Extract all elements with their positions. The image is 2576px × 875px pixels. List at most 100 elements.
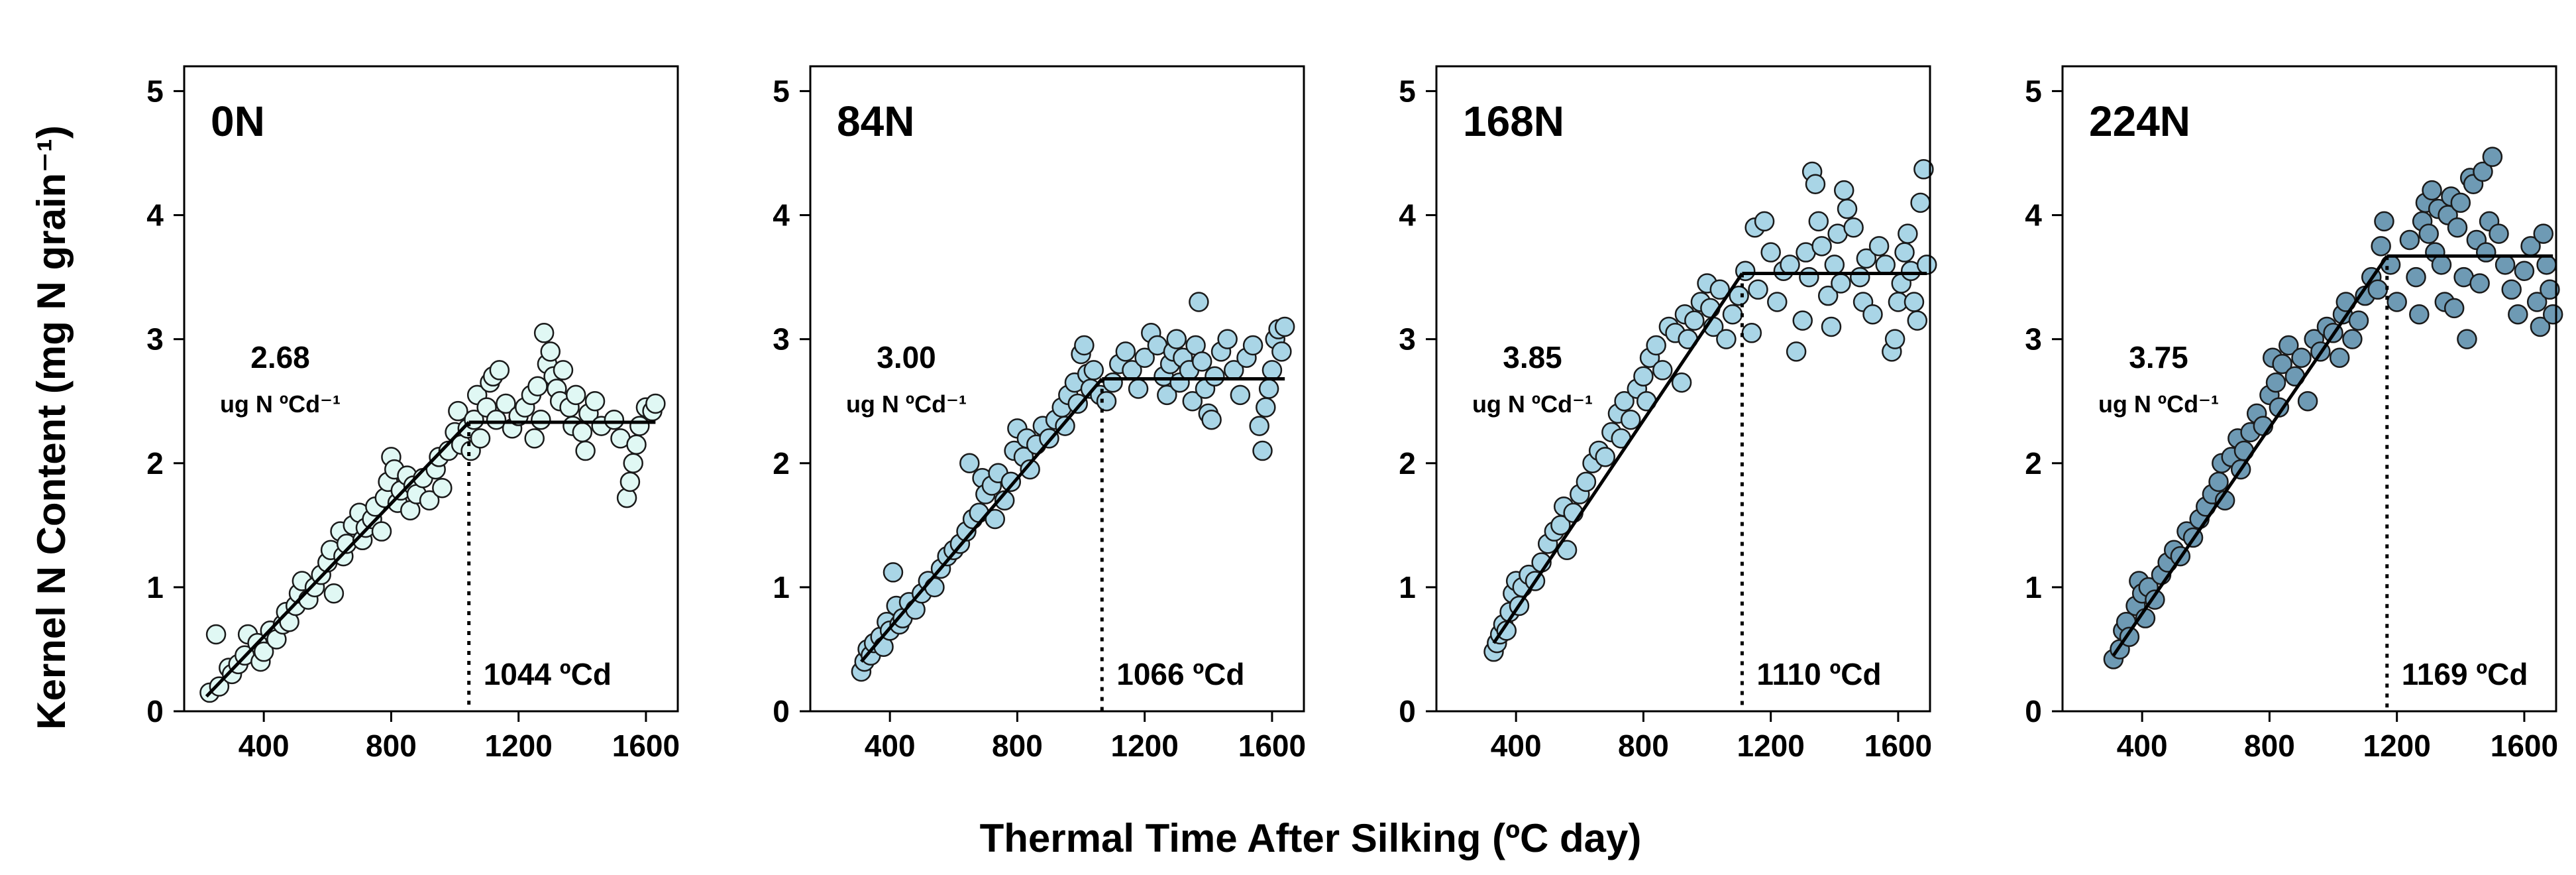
data-point bbox=[1595, 447, 1615, 467]
data-point bbox=[432, 477, 453, 498]
chart-panel-0: 0 1 2 3 4 5 400 800 1200 1600 0N 2.68 ug N ºCd⁻¹ 1044… bbox=[146, 65, 680, 763]
data-point bbox=[1760, 242, 1781, 262]
data-point bbox=[616, 487, 637, 508]
rate-unit: ug N ºCd⁻¹ bbox=[220, 390, 341, 418]
panel-title: 224N bbox=[2089, 97, 2190, 145]
data-point bbox=[572, 422, 593, 443]
rate-value: 3.75 bbox=[2129, 340, 2188, 375]
data-point bbox=[1191, 351, 1212, 372]
data-point bbox=[1576, 471, 1597, 493]
fit-line-rising bbox=[1492, 272, 1744, 644]
rate-value: 3.00 bbox=[877, 340, 936, 375]
x-tick-label: 800 bbox=[2244, 729, 2295, 763]
data-point bbox=[2447, 217, 2468, 238]
data-point bbox=[1166, 329, 1187, 349]
data-point bbox=[1271, 341, 1292, 362]
data-point bbox=[604, 410, 625, 430]
panel-title: 0N bbox=[211, 97, 265, 145]
plot-frame bbox=[809, 65, 1305, 713]
data-point bbox=[1249, 416, 1269, 436]
data-point bbox=[2473, 161, 2493, 182]
data-point bbox=[1205, 366, 1225, 387]
data-point bbox=[1837, 198, 1858, 219]
data-point bbox=[2265, 372, 2286, 393]
data-point bbox=[1884, 329, 1905, 349]
data-point bbox=[1128, 379, 1149, 399]
plot-frame bbox=[183, 65, 679, 713]
x-tick-label: 1200 bbox=[2363, 729, 2431, 763]
data-point bbox=[553, 360, 574, 380]
data-point bbox=[323, 583, 345, 604]
data-point bbox=[619, 471, 641, 493]
data-point bbox=[1709, 279, 1731, 300]
data-point bbox=[1910, 192, 1931, 213]
data-point bbox=[2374, 211, 2394, 232]
data-point bbox=[1115, 341, 1136, 362]
data-point bbox=[2371, 236, 2391, 257]
x-tick-label: 1600 bbox=[2491, 729, 2558, 763]
data-point bbox=[1792, 310, 1813, 331]
data-point bbox=[1907, 310, 1928, 331]
data-point bbox=[2422, 180, 2442, 201]
data-point bbox=[419, 490, 440, 511]
data-point bbox=[2297, 390, 2318, 412]
data-point bbox=[1274, 316, 1295, 337]
data-point bbox=[527, 376, 548, 397]
x-tick-label: 1600 bbox=[1238, 729, 1306, 763]
chart-panel-2: 0 1 2 3 4 5 400 800 1200 1600 168N 3.85 ug N ºCd⁻¹ 11… bbox=[1399, 65, 1937, 763]
y-tick-label: 4 bbox=[146, 198, 164, 233]
data-point bbox=[1786, 341, 1807, 362]
data-point bbox=[2489, 223, 2509, 244]
x-tick-label: 1600 bbox=[612, 729, 680, 763]
data-point bbox=[1916, 255, 1937, 275]
data-point bbox=[1894, 242, 1915, 262]
data-point bbox=[1217, 329, 1238, 349]
data-point bbox=[2530, 316, 2551, 337]
data-point bbox=[2291, 347, 2312, 368]
y-tick-label: 5 bbox=[146, 74, 164, 108]
x-tick-label: 800 bbox=[366, 729, 417, 763]
data-point bbox=[1189, 292, 1209, 312]
data-point bbox=[1684, 310, 1705, 331]
data-point bbox=[1261, 360, 1283, 380]
data-point bbox=[371, 521, 392, 542]
data-point bbox=[1754, 211, 1775, 232]
data-point bbox=[1083, 360, 1104, 380]
data-point bbox=[2418, 223, 2439, 244]
y-tick-label: 0 bbox=[1399, 694, 1416, 729]
data-point bbox=[2443, 298, 2465, 319]
data-point bbox=[1620, 410, 1641, 430]
data-point bbox=[1614, 390, 1635, 412]
data-point bbox=[2431, 255, 2452, 275]
rate-value: 2.68 bbox=[250, 340, 310, 375]
fit-line-rising bbox=[2112, 255, 2388, 657]
y-tick-label: 2 bbox=[2025, 446, 2042, 481]
y-tick-label: 2 bbox=[1399, 446, 1416, 481]
data-point bbox=[1831, 273, 1851, 294]
data-point bbox=[1904, 292, 1925, 312]
data-point bbox=[1020, 459, 1040, 480]
data-point bbox=[623, 453, 643, 474]
y-tick-label: 1 bbox=[2025, 570, 2042, 605]
data-point bbox=[2542, 304, 2563, 325]
data-point bbox=[1748, 279, 1768, 300]
data-point bbox=[1875, 255, 1896, 275]
data-point bbox=[2329, 347, 2350, 368]
data-point bbox=[1780, 255, 1800, 275]
data-point bbox=[629, 416, 650, 436]
y-tick-label: 3 bbox=[2025, 322, 2042, 357]
data-point bbox=[1808, 211, 1829, 232]
data-point bbox=[1096, 390, 1117, 412]
data-point bbox=[1811, 236, 1832, 257]
data-point bbox=[1862, 304, 1883, 325]
data-point bbox=[1102, 372, 1123, 393]
data-point bbox=[2342, 329, 2363, 349]
data-point bbox=[1652, 360, 1673, 380]
data-point bbox=[1805, 174, 1826, 195]
y-tick-label: 4 bbox=[2025, 198, 2042, 233]
data-point bbox=[1242, 335, 1263, 356]
x-tick-label: 1200 bbox=[485, 729, 553, 763]
data-point bbox=[959, 453, 980, 474]
data-point bbox=[1700, 298, 1721, 319]
